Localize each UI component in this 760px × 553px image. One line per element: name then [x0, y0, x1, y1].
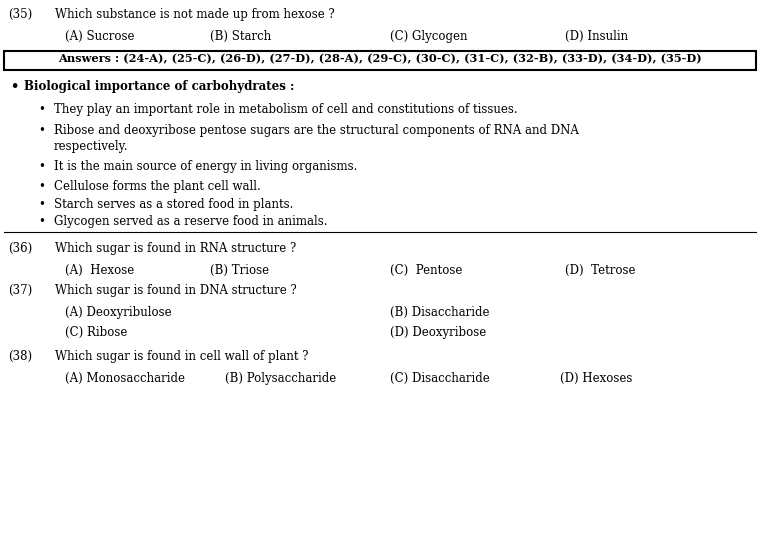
Text: (36): (36): [8, 242, 32, 255]
Text: •: •: [38, 215, 45, 228]
Text: (B) Starch: (B) Starch: [210, 30, 271, 43]
Text: (A) Monosaccharide: (A) Monosaccharide: [65, 372, 185, 385]
Text: Which sugar is found in cell wall of plant ?: Which sugar is found in cell wall of pla…: [55, 350, 309, 363]
Text: •: •: [38, 124, 45, 137]
Text: (D) Hexoses: (D) Hexoses: [560, 372, 632, 385]
Text: respectively.: respectively.: [54, 140, 128, 153]
Text: Ribose and deoxyribose pentose sugars are the structural components of RNA and D: Ribose and deoxyribose pentose sugars ar…: [54, 124, 579, 137]
Text: (C) Glycogen: (C) Glycogen: [390, 30, 467, 43]
Text: (A) Sucrose: (A) Sucrose: [65, 30, 135, 43]
Text: (A)  Hexose: (A) Hexose: [65, 264, 135, 277]
Text: (D) Insulin: (D) Insulin: [565, 30, 628, 43]
Text: •: •: [38, 160, 45, 173]
Text: Biological importance of carbohydrates :: Biological importance of carbohydrates :: [24, 80, 294, 93]
Text: (C) Ribose: (C) Ribose: [65, 326, 128, 339]
Text: (D)  Tetrose: (D) Tetrose: [565, 264, 635, 277]
Text: (35): (35): [8, 8, 32, 21]
Text: Answers : (24-A), (25-C), (26-D), (27-D), (28-A), (29-C), (30-C), (31-C), (32-B): Answers : (24-A), (25-C), (26-D), (27-D)…: [58, 53, 702, 64]
Text: (A) Deoxyribulose: (A) Deoxyribulose: [65, 306, 172, 319]
Text: (38): (38): [8, 350, 32, 363]
Text: (D) Deoxyribose: (D) Deoxyribose: [390, 326, 486, 339]
Text: It is the main source of energy in living organisms.: It is the main source of energy in livin…: [54, 160, 357, 173]
Text: (B) Disaccharide: (B) Disaccharide: [390, 306, 489, 319]
Text: •: •: [38, 198, 45, 211]
Text: Cellulose forms the plant cell wall.: Cellulose forms the plant cell wall.: [54, 180, 261, 193]
Text: •: •: [38, 103, 45, 116]
Text: (C)  Pentose: (C) Pentose: [390, 264, 462, 277]
Text: Which substance is not made up from hexose ?: Which substance is not made up from hexo…: [55, 8, 334, 21]
Text: (B) Triose: (B) Triose: [210, 264, 269, 277]
Text: Glycogen served as a reserve food in animals.: Glycogen served as a reserve food in ani…: [54, 215, 328, 228]
Text: •: •: [38, 180, 45, 193]
Text: Which sugar is found in DNA structure ?: Which sugar is found in DNA structure ?: [55, 284, 296, 297]
Text: •: •: [10, 80, 18, 93]
Text: (B) Polysaccharide: (B) Polysaccharide: [225, 372, 336, 385]
Text: (37): (37): [8, 284, 32, 297]
Text: Which sugar is found in RNA structure ?: Which sugar is found in RNA structure ?: [55, 242, 296, 255]
Bar: [4, 51, 756, 70]
Text: (C) Disaccharide: (C) Disaccharide: [390, 372, 489, 385]
Text: They play an important role in metabolism of cell and constitutions of tissues.: They play an important role in metabolis…: [54, 103, 518, 116]
Text: Starch serves as a stored food in plants.: Starch serves as a stored food in plants…: [54, 198, 293, 211]
